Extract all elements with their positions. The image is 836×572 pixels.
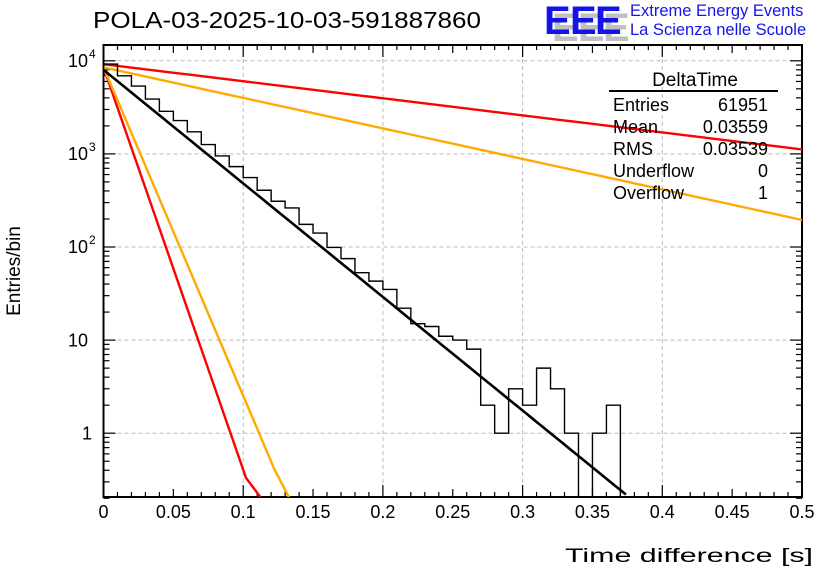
svg-text:0.03559: 0.03559 bbox=[703, 117, 768, 137]
svg-text:0.5: 0.5 bbox=[789, 502, 814, 522]
svg-text:Mean: Mean bbox=[613, 117, 658, 137]
svg-text:2: 2 bbox=[89, 233, 96, 247]
svg-text:POLA-03-2025-10-03-591887860: POLA-03-2025-10-03-591887860 bbox=[93, 7, 481, 33]
svg-text:RMS: RMS bbox=[613, 139, 653, 159]
svg-text:0.1: 0.1 bbox=[231, 502, 256, 522]
svg-text:E: E bbox=[595, 0, 622, 43]
svg-text:10: 10 bbox=[68, 144, 88, 164]
svg-text:0.25: 0.25 bbox=[435, 502, 470, 522]
svg-text:10: 10 bbox=[68, 51, 88, 71]
svg-text:0.3: 0.3 bbox=[510, 502, 535, 522]
svg-text:0.4: 0.4 bbox=[650, 502, 675, 522]
svg-text:10: 10 bbox=[68, 237, 88, 257]
svg-text:Entries: Entries bbox=[613, 95, 669, 115]
svg-text:4: 4 bbox=[89, 47, 96, 61]
svg-text:1: 1 bbox=[758, 183, 768, 203]
svg-text:Underflow: Underflow bbox=[613, 161, 695, 181]
svg-text:E: E bbox=[544, 0, 571, 43]
svg-text:1: 1 bbox=[82, 424, 92, 444]
svg-text:Entries/bin: Entries/bin bbox=[4, 226, 25, 316]
svg-text:0.05: 0.05 bbox=[156, 502, 191, 522]
svg-text:DeltaTime: DeltaTime bbox=[652, 70, 738, 91]
svg-text:0: 0 bbox=[98, 502, 108, 522]
svg-text:0.2: 0.2 bbox=[370, 502, 395, 522]
svg-text:3: 3 bbox=[89, 140, 96, 154]
svg-text:10: 10 bbox=[68, 331, 88, 351]
svg-text:La Scienza nelle Scuole: La Scienza nelle Scuole bbox=[630, 21, 806, 39]
svg-text:Time difference [s]: Time difference [s] bbox=[565, 546, 813, 567]
svg-text:0.45: 0.45 bbox=[715, 502, 750, 522]
svg-text:E: E bbox=[570, 0, 597, 43]
svg-text:Overflow: Overflow bbox=[613, 183, 685, 203]
svg-text:0.15: 0.15 bbox=[296, 502, 331, 522]
svg-text:61951: 61951 bbox=[718, 95, 768, 115]
svg-text:0.35: 0.35 bbox=[575, 502, 610, 522]
svg-text:Extreme Energy Events: Extreme Energy Events bbox=[630, 2, 803, 20]
svg-text:0.03539: 0.03539 bbox=[703, 139, 768, 159]
svg-text:0: 0 bbox=[758, 161, 768, 181]
